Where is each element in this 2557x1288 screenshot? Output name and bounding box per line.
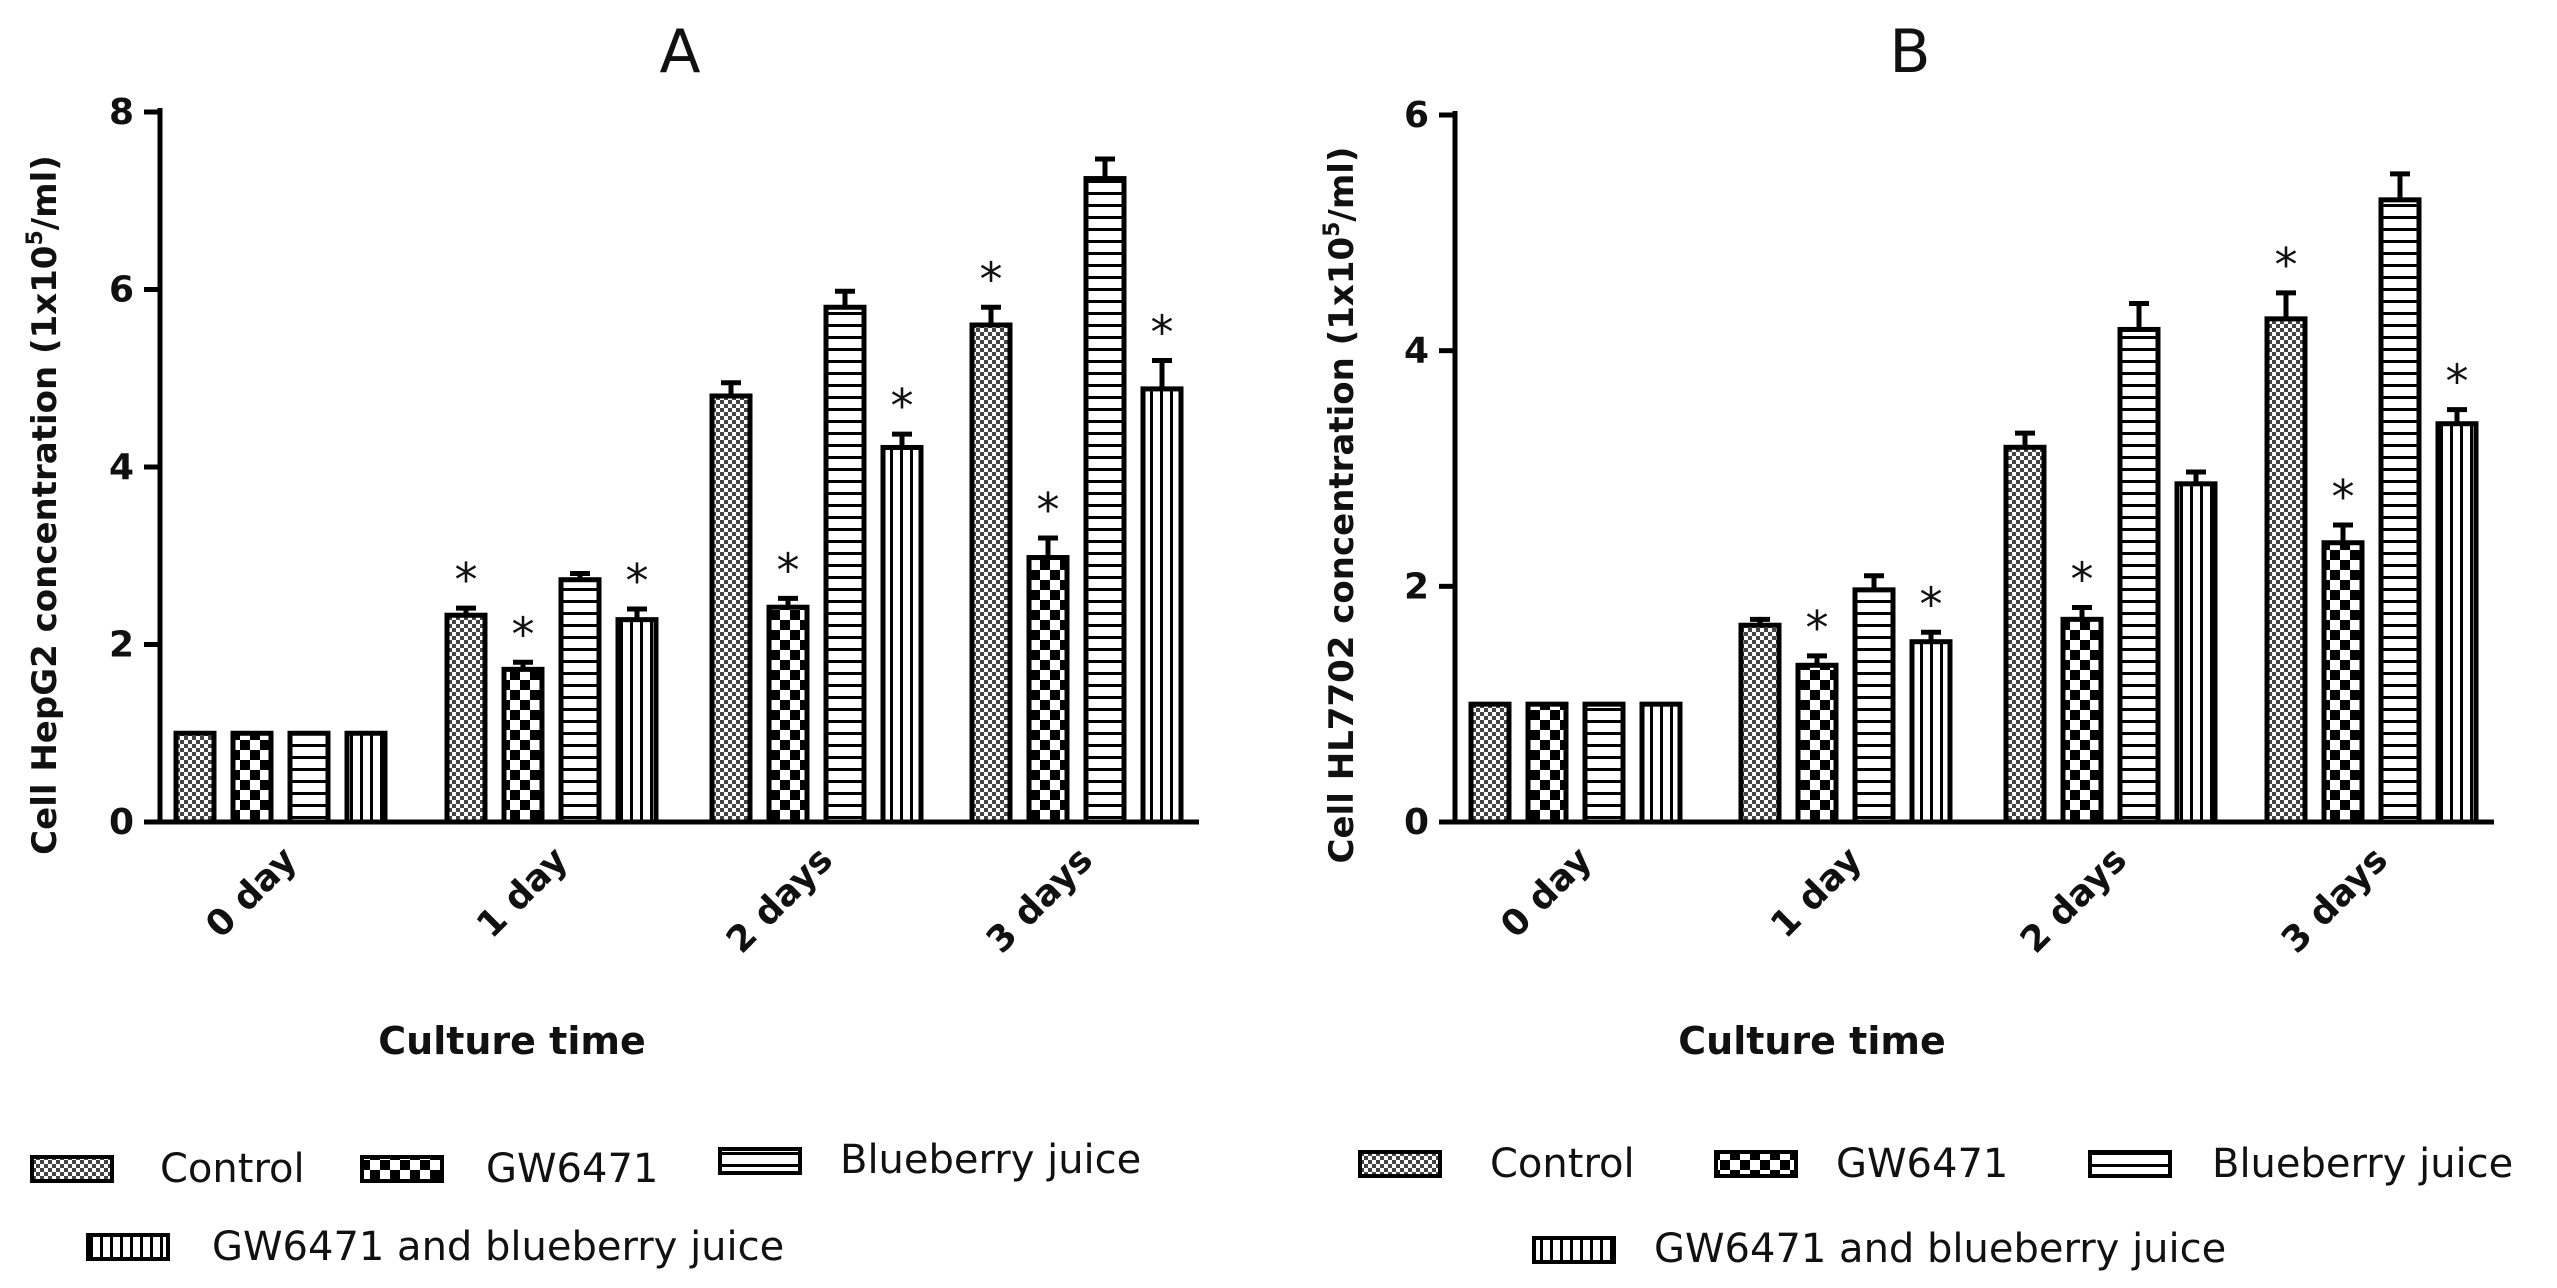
panel-a-plot: 0 2 4 6 8 * * * * * * * * 0 day 1 day 2 days 3 days bbox=[109, 92, 1199, 961]
panel-a-significance-marker: * bbox=[512, 607, 535, 661]
panel-b-significance-marker: * bbox=[2275, 238, 2298, 292]
panel-b-bar-gw6471 bbox=[2321, 540, 2365, 825]
panel-b-bar-control bbox=[1738, 622, 1782, 825]
panel-a-label: A bbox=[659, 17, 700, 87]
panel-a-y-tick-label: 2 bbox=[109, 625, 134, 666]
panel-a-bar-control bbox=[709, 393, 753, 825]
panel-a-x-tick-label: 0 day bbox=[198, 839, 305, 946]
panel-b-ylabel: Cell HL7702 concentration (1x105/ml) bbox=[1320, 147, 1362, 864]
panel-a-bar-blueberry bbox=[823, 304, 867, 825]
panel-a-significance-marker: * bbox=[891, 379, 914, 433]
panel-a-xlabel: Culture time bbox=[378, 1019, 645, 1063]
panel-b-x-tick-label: 2 days bbox=[2013, 839, 2135, 961]
legend-b-label-gw6471-blueberry: GW6471 and blueberry juice bbox=[1654, 1226, 2226, 1272]
panel-b-bar-gw6471 bbox=[1795, 662, 1839, 825]
legend-a-swatch-control bbox=[30, 1155, 114, 1183]
panel-a-x-tick-label: 3 days bbox=[979, 839, 1101, 961]
panel-b-label: B bbox=[1889, 17, 1930, 87]
legend-a-label-blueberry: Blueberry juice bbox=[840, 1137, 1141, 1183]
legend-a-swatch-gw6471 bbox=[360, 1155, 444, 1183]
panel-b-bar-control bbox=[2003, 444, 2047, 825]
panel-b-significance-marker: * bbox=[2071, 553, 2094, 607]
panel-a-bar-control bbox=[173, 730, 217, 825]
panel-a-significance-marker: * bbox=[777, 543, 800, 597]
panel-b-bar-gw6471-blueberry bbox=[2435, 421, 2479, 825]
panel-a-bar-gw6471 bbox=[230, 730, 274, 825]
panel-b-plot: 0 2 4 6 * * * * * * 0 day 1 day 2 days 3 days bbox=[1404, 95, 2494, 961]
panel-a-bar-gw6471 bbox=[1026, 555, 1070, 825]
panel-b-bar-gw6471 bbox=[1525, 701, 1569, 825]
legend-b-swatch-gw6471-blueberry bbox=[1532, 1236, 1616, 1264]
panel-a-bar-gw6471-blueberry bbox=[615, 617, 659, 825]
panel-b-bar-gw6471-blueberry bbox=[1639, 701, 1683, 825]
panel-b-bar-blueberry bbox=[2117, 326, 2161, 825]
panel-a-y-tick-label: 4 bbox=[109, 447, 134, 488]
legend-b-label-gw6471: GW6471 bbox=[1836, 1141, 2008, 1187]
panel-b: B Cell HL7702 concentration (1x105/ml) C… bbox=[1320, 17, 2494, 1063]
panel-b-bar-gw6471 bbox=[2060, 616, 2104, 825]
panel-b-y-tick-label: 2 bbox=[1404, 566, 1429, 607]
panel-a-bar-blueberry bbox=[287, 730, 331, 825]
legend-a-label-gw6471: GW6471 bbox=[486, 1146, 658, 1192]
panel-b-y-tick-label: 6 bbox=[1404, 95, 1429, 136]
panel-a-bar-control bbox=[969, 322, 1013, 825]
panel-a-y-tick-label: 0 bbox=[109, 802, 134, 843]
panel-b-y-tick-label: 4 bbox=[1404, 331, 1429, 372]
panel-b-bar-control bbox=[2264, 316, 2308, 825]
panel-a-bar-blueberry bbox=[558, 577, 602, 825]
panel-a: A Cell HepG2 concentration (1x105/ml) Cu… bbox=[23, 17, 1199, 1063]
legend-a-swatch-gw6471-blueberry bbox=[86, 1233, 170, 1261]
panel-a-x-tick-label: 1 day bbox=[469, 839, 576, 946]
panel-b-bar-control bbox=[1468, 701, 1512, 825]
legend-b-swatch-control bbox=[1358, 1150, 1442, 1178]
legend-a-label-gw6471-blueberry: GW6471 and blueberry juice bbox=[212, 1224, 784, 1270]
panel-b-significance-marker: * bbox=[1920, 577, 1943, 631]
panel-b-significance-marker: * bbox=[2332, 470, 2355, 524]
panel-a-bar-gw6471-blueberry bbox=[880, 444, 924, 825]
panel-b-x-tick-label: 1 day bbox=[1763, 839, 1870, 946]
legend-b-label-blueberry: Blueberry juice bbox=[2212, 1141, 2513, 1187]
panel-a-bar-gw6471-blueberry bbox=[1140, 386, 1184, 825]
panel-b-bar-blueberry bbox=[1582, 701, 1626, 825]
legend-b-label-control: Control bbox=[1490, 1141, 1635, 1187]
panel-b-significance-marker: * bbox=[2446, 355, 2469, 409]
legend-b: Control GW6471 Blueberry juice GW6471 an… bbox=[1358, 1141, 2513, 1272]
panel-a-bar-blueberry bbox=[1083, 176, 1127, 825]
panel-b-y-tick-label: 0 bbox=[1404, 802, 1429, 843]
panel-a-y-tick-label: 6 bbox=[109, 270, 134, 311]
legend-b-swatch-blueberry bbox=[2088, 1150, 2172, 1178]
panel-b-xlabel: Culture time bbox=[1678, 1019, 1945, 1063]
panel-a-bar-gw6471 bbox=[766, 604, 810, 825]
panel-b-bar-gw6471-blueberry bbox=[1909, 639, 1953, 825]
legend-b-swatch-gw6471 bbox=[1714, 1150, 1798, 1178]
legend-a: Control GW6471 Blueberry juice GW6471 an… bbox=[30, 1137, 1141, 1270]
panel-a-bar-gw6471 bbox=[501, 666, 545, 825]
legend-a-label-control: Control bbox=[160, 1146, 305, 1192]
panel-b-bar-blueberry bbox=[2378, 197, 2422, 825]
panel-b-x-tick-label: 3 days bbox=[2274, 839, 2396, 961]
legend-a-swatch-blueberry bbox=[718, 1147, 802, 1175]
panel-a-significance-marker: * bbox=[1037, 483, 1060, 537]
panel-b-significance-marker: * bbox=[1806, 601, 1829, 655]
panel-a-bar-gw6471-blueberry bbox=[344, 730, 388, 825]
panel-b-x-tick-label: 0 day bbox=[1493, 839, 1600, 946]
panel-a-y-tick-label: 8 bbox=[109, 92, 134, 133]
panel-a-x-tick-label: 2 days bbox=[719, 839, 841, 961]
panel-a-significance-marker: * bbox=[626, 554, 649, 608]
panel-b-bar-blueberry bbox=[1852, 587, 1896, 825]
panel-a-ylabel: Cell HepG2 concentration (1x105/ml) bbox=[23, 155, 65, 855]
panel-b-bar-gw6471-blueberry bbox=[2174, 481, 2218, 825]
panel-a-significance-marker: * bbox=[980, 252, 1003, 306]
panel-a-bar-control bbox=[444, 612, 488, 825]
panel-a-significance-marker: * bbox=[455, 553, 478, 607]
panel-a-significance-marker: * bbox=[1151, 306, 1174, 360]
